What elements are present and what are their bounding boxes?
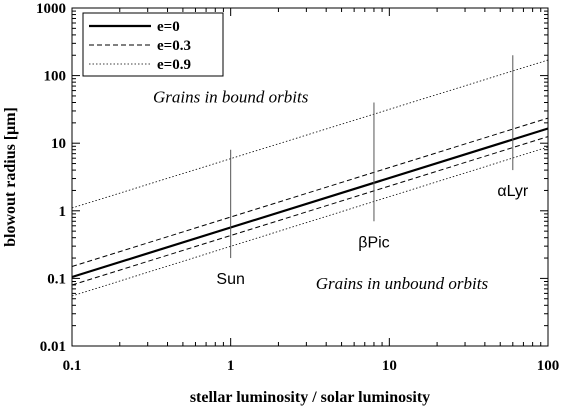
legend-label: e=0 <box>157 19 180 35</box>
series-line <box>71 59 549 209</box>
series-line <box>71 136 549 286</box>
annotation-text: Grains in unbound orbits <box>316 274 489 293</box>
y-tick-label: 0.1 <box>47 271 66 287</box>
annotations: Grains in bound orbits Grains in unbound … <box>153 88 488 293</box>
y-tick-label: 1 <box>59 204 67 220</box>
x-tick-label: 1 <box>227 358 235 374</box>
series-line <box>71 117 549 267</box>
annotation-text: Grains in bound orbits <box>153 88 309 107</box>
y-tick-label: 100 <box>44 69 67 85</box>
x-axis-label: stellar luminosity / solar luminosity <box>190 389 430 406</box>
series-line <box>71 146 549 297</box>
axis-ticks: 0.1 1 10 100 0.01 0.1 1 10 100 1000 <box>36 1 559 374</box>
star-label: αLyr <box>497 183 529 200</box>
plot-frame <box>71 7 549 347</box>
series-lines <box>71 59 549 297</box>
x-tick-label: 10 <box>382 358 397 374</box>
star-markers: Sun βPic αLyr <box>216 55 529 288</box>
y-tick-label: 1000 <box>36 1 66 17</box>
legend-box <box>82 12 224 77</box>
x-tick-label: 0.1 <box>63 358 82 374</box>
legend-label: e=0.3 <box>157 38 191 54</box>
x-tick-label: 100 <box>537 358 560 374</box>
star-label: Sun <box>216 271 244 288</box>
y-tick-label: 0.01 <box>40 339 66 355</box>
y-axis-label: blowout radius [μm] <box>2 107 19 247</box>
series-line <box>71 127 549 279</box>
star-label: βPic <box>358 234 389 251</box>
y-tick-label: 10 <box>51 136 66 152</box>
legend: e=0 e=0.3 e=0.9 <box>82 12 224 77</box>
legend-label: e=0.9 <box>157 57 191 73</box>
